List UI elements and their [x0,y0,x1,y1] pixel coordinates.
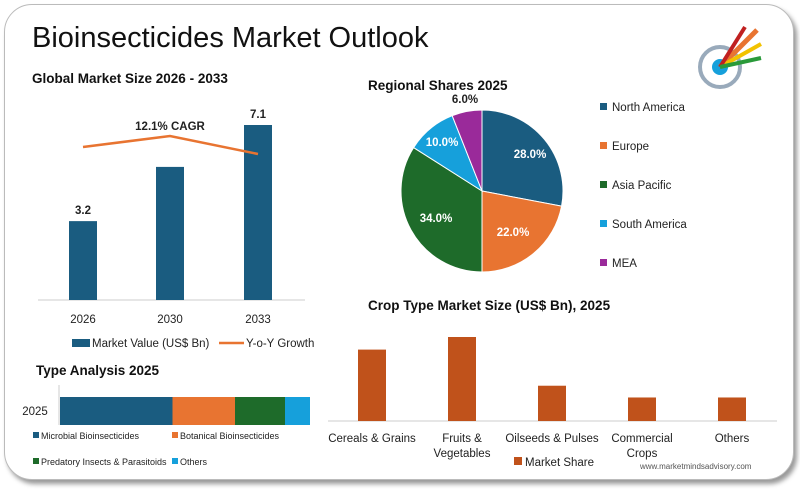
global-title: Global Market Size 2026 - 2033 [32,71,228,86]
crop-bar-Fruits & Vegetables [448,337,476,421]
type-category-label: 2025 [22,406,48,418]
tick-label-2030: 2030 [157,314,183,326]
type-segment-Predatory Insects & Parasitoids [235,397,285,425]
crop-bar-Others [718,397,746,421]
legend-swatch-market-value [72,339,90,347]
tick-label-2026: 2026 [70,314,96,326]
legend-North America: North America [612,102,685,114]
pie-label-Asia Pacific: 34.0% [420,213,453,225]
legend-market-value: Market Value (US$ Bn) [92,338,210,350]
data-label-2026: 3.2 [75,205,91,217]
legend-Asia Pacific: Asia Pacific [612,180,672,192]
tick-label-2033: 2033 [245,314,271,326]
crop-bar-Cereals & Grains [358,349,386,421]
type-legend-swatch [33,432,39,438]
type-segment-Botanical Bioinsecticides [172,397,235,425]
type-legend-swatch [33,458,39,464]
type-segment-Others [285,397,310,425]
crop-tick-label: Fruits & [442,433,482,445]
legend-MEA: MEA [612,258,637,270]
pie-label-Europe: 22.0% [497,227,530,239]
pie-label-North America: 28.0% [514,149,547,161]
type-legend-swatch [172,432,178,438]
type-legend-Microbial Bioinsecticides: Microbial Bioinsecticides [41,431,140,441]
type-legend-Botanical Bioinsecticides: Botanical Bioinsecticides [180,431,280,441]
yoy-growth-line [82,134,259,156]
crop-legend-swatch [514,457,522,465]
legend-swatch-MEA [600,259,607,266]
legend-swatch-North America [600,103,607,110]
legend-swatch-Asia Pacific [600,181,607,188]
page-title: Bioinsecticides Market Outlook [32,22,429,54]
crop-tick-label: Vegetables [434,448,491,460]
legend-swatch-Europe [600,142,607,149]
bar-2026 [69,221,97,300]
crop-tick-label: Crops [627,448,658,460]
pie-slice-Europe [481,190,563,273]
crop-tick-label: Others [715,433,750,445]
regional-title: Regional Shares 2025 [368,78,508,93]
crop-bar-Oilseeds & Pulses [538,385,566,421]
type-title: Type Analysis 2025 [36,363,160,378]
type-legend-Predatory Insects & Parasitoids: Predatory Insects & Parasitoids [41,457,167,467]
crop-legend-market-share: Market Share [525,457,594,469]
pie-slice-MEA [451,109,483,192]
watermark: www.marketmindsadvisory.com [640,462,752,471]
legend-yoy: Y-o-Y Growth [246,338,314,350]
legend-Europe: Europe [612,141,649,153]
bar-2033 [244,125,272,300]
legend-South America: South America [612,219,687,231]
type-legend-Others: Others [180,457,208,467]
crop-bar-Commercial Crops [628,397,656,421]
pie-label-South America: 10.0% [426,137,459,149]
legend-swatch-South America [600,220,607,227]
pie-slice-North America [481,109,564,207]
data-label-2033: 7.1 [250,109,267,121]
type-legend-swatch [172,458,178,464]
crop-tick-label: Commercial [611,433,672,445]
crop-title: Crop Type Market Size (US$ Bn), 2025 [368,298,611,313]
crop-tick-label: Oilseeds & Pulses [505,433,599,445]
bar-2030 [156,166,184,300]
logo-icon [695,22,765,92]
type-segment-Microbial Bioinsecticides [60,397,173,425]
pie-label-MEA: 6.0% [452,94,478,106]
crop-tick-label: Cereals & Grains [328,433,416,445]
cagr-annotation: 12.1% CAGR [135,121,205,133]
